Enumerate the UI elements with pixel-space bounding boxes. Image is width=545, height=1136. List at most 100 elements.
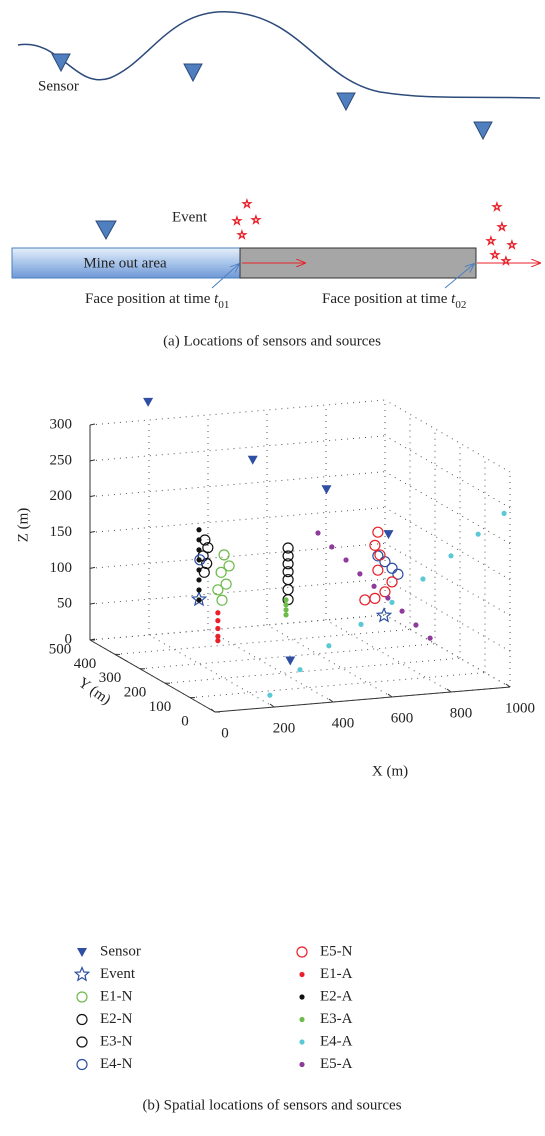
grid-line — [89, 507, 386, 533]
legend-marker — [299, 971, 305, 978]
point — [343, 557, 349, 563]
grid-line — [114, 628, 411, 655]
tick-mark — [89, 638, 96, 641]
point — [315, 530, 321, 536]
grid-line — [384, 578, 511, 652]
grid-line — [384, 542, 511, 616]
grid-line — [139, 643, 436, 670]
point — [372, 564, 384, 576]
grid-line — [89, 435, 386, 462]
legend-marker — [299, 1016, 305, 1023]
x-tick-label: 1000 — [505, 700, 535, 716]
point — [385, 595, 391, 601]
grid-line — [89, 399, 386, 426]
grid-line — [89, 471, 386, 498]
point — [196, 577, 202, 583]
caption: (a) Locations of sensors and sources — [163, 333, 381, 349]
grid-line — [384, 399, 511, 473]
event-label: Event — [172, 209, 208, 225]
point — [282, 550, 294, 562]
point — [399, 608, 405, 614]
x-tick-label: 600 — [391, 710, 414, 726]
legend-label: E4-N — [100, 1056, 133, 1072]
sensor-icons — [51, 53, 493, 241]
svg-text:☆: ☆ — [501, 256, 511, 268]
point — [196, 567, 202, 573]
grid-line — [189, 672, 486, 699]
point — [215, 633, 221, 640]
point — [202, 542, 214, 554]
point — [329, 544, 335, 550]
point — [386, 562, 398, 574]
legend-marker — [76, 1013, 88, 1026]
point — [282, 573, 294, 586]
point — [297, 667, 303, 673]
point — [326, 643, 332, 649]
point — [285, 656, 296, 666]
point — [379, 586, 391, 598]
grid-line — [384, 507, 511, 580]
legend-marker — [299, 1061, 305, 1068]
point — [386, 576, 398, 588]
point — [196, 597, 202, 603]
z-tick-label: 100 — [50, 560, 73, 576]
point — [218, 549, 230, 561]
svg-text:☆: ☆ — [497, 222, 507, 234]
legend-label: E5-N — [320, 943, 353, 959]
svg-text:☆: ☆ — [490, 250, 500, 262]
x-tick-label: 400 — [332, 715, 355, 731]
svg-text:☆: ☆ — [251, 215, 261, 227]
tick-mark — [387, 693, 393, 698]
legend-label: E1-N — [100, 988, 133, 1004]
legend-label: E4-A — [320, 1033, 353, 1049]
point — [197, 550, 209, 562]
point — [215, 638, 221, 644]
svg-text:☆: ☆ — [232, 216, 242, 228]
tick-mark — [505, 683, 511, 688]
legend-label: E3-A — [320, 1011, 353, 1027]
grid-line — [89, 542, 386, 569]
point — [372, 526, 384, 538]
pointer-arrow — [211, 264, 239, 289]
svg-text:☆: ☆ — [507, 240, 517, 252]
point — [475, 531, 481, 537]
point — [358, 621, 364, 627]
y-tick-label: 500 — [49, 641, 72, 657]
z-tick-label: 300 — [50, 416, 73, 432]
legend-marker — [76, 1058, 88, 1071]
grid-line — [384, 471, 511, 545]
x-tick-label: 0 — [221, 725, 229, 741]
point — [389, 599, 395, 606]
point — [282, 558, 294, 570]
face-label: Face position at time t02 — [322, 291, 466, 310]
point — [283, 597, 289, 603]
point — [369, 592, 381, 604]
legend-label: E3-N — [100, 1033, 133, 1049]
legend: Sensor Event E1-N E2-N E3-N E4-N E5-N E1-A E2-A E… — [73, 943, 353, 1072]
point — [215, 618, 221, 624]
grid-line — [164, 657, 461, 684]
face-label: Face position at time t01 — [85, 291, 229, 310]
tick-mark — [89, 602, 96, 605]
plot-3d: 0 200 400 600 800 100001002003004005000501001… — [15, 397, 535, 779]
pointer-arrow — [444, 264, 474, 289]
point — [283, 607, 289, 613]
grid-line — [325, 619, 452, 693]
tick-mark — [210, 708, 216, 713]
legend-marker — [76, 1036, 88, 1048]
point — [196, 547, 202, 553]
point — [420, 576, 426, 582]
point — [194, 554, 206, 566]
surface-line — [17, 11, 541, 99]
grid-line — [89, 578, 386, 605]
tick-mark — [269, 703, 275, 708]
caption: (b) Spatial locations of sensors and sou… — [142, 1097, 401, 1113]
legend-marker — [299, 994, 305, 1000]
point — [501, 510, 507, 516]
y-tick-label: 100 — [149, 699, 172, 715]
legend-marker — [73, 965, 91, 982]
sensor-label: Sensor — [38, 78, 79, 94]
y-tick-label: 400 — [74, 656, 97, 672]
point — [215, 625, 221, 632]
